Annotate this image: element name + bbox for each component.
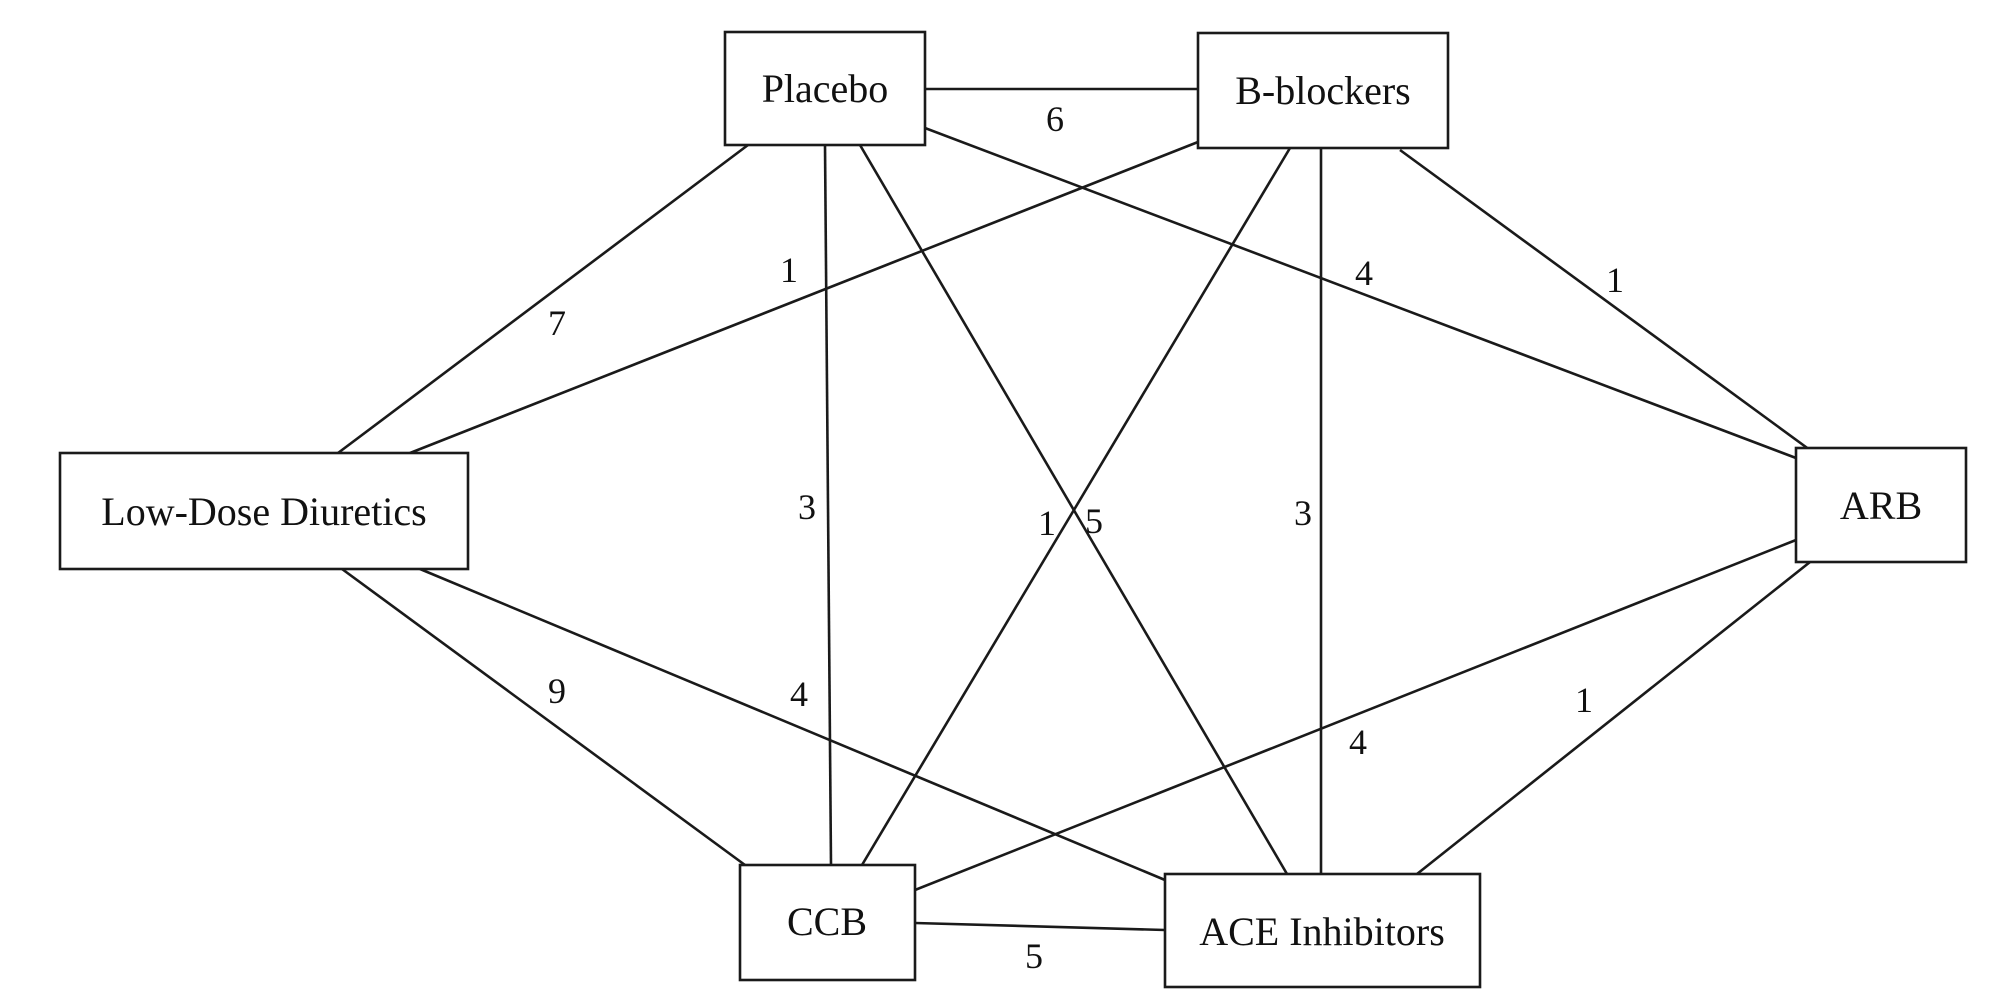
node-ccb-box — [738, 863, 917, 982]
node-lowdose[interactable]: Low-Dose Diuretics — [58, 451, 470, 571]
node-bblockers-label: B-blockers — [1235, 68, 1411, 113]
edge-label-bblockers-ccb: 1 — [1038, 503, 1056, 543]
edge-label-arb-ccb: 4 — [1349, 722, 1367, 762]
edge-lowdose-ccb — [341, 567, 746, 867]
edge-bblockers-arb — [1399, 148, 1811, 452]
edge-ccb-ace — [914, 921, 1166, 932]
edge-label-bblockers-lowdose: 1 — [780, 250, 798, 290]
node-bblockers[interactable]: B-blockers — [1196, 31, 1450, 150]
edge-label-arb-ace: 1 — [1575, 680, 1593, 720]
node-ace-box — [1163, 872, 1482, 989]
node-ccb-label: CCB — [787, 899, 867, 944]
node-placebo-label: Placebo — [762, 66, 889, 111]
edge-label-placebo-ccb: 3 — [798, 487, 816, 527]
edge-bblockers-lowdose — [409, 140, 1199, 455]
edge-label-bblockers-ace: 3 — [1294, 493, 1312, 533]
node-bblockers-box — [1196, 31, 1450, 150]
node-arb[interactable]: ARB — [1794, 446, 1968, 564]
edge-label-placebo-ace: 5 — [1085, 501, 1103, 541]
edge-labels: 6 7 1 4 1 3 5 1 3 9 4 4 1 5 — [548, 99, 1624, 976]
edge-label-ccb-ace: 5 — [1025, 936, 1043, 976]
edge-arb-ace — [1416, 560, 1811, 876]
edge-label-lowdose-ace: 4 — [790, 674, 808, 714]
edge-label-bblockers-arb: 1 — [1606, 260, 1624, 300]
node-ace[interactable]: ACE Inhibitors — [1163, 872, 1482, 989]
edges — [337, 87, 1811, 932]
node-lowdose-box — [58, 451, 470, 571]
node-arb-box — [1794, 446, 1968, 564]
edge-bblockers-ccb — [860, 147, 1292, 866]
edge-label-placebo-bblockers: 6 — [1046, 99, 1064, 139]
edge-label-placebo-arb: 4 — [1355, 253, 1373, 293]
node-placebo[interactable]: Placebo — [723, 30, 927, 147]
node-ace-label: ACE Inhibitors — [1199, 909, 1445, 954]
edge-lowdose-ace — [419, 567, 1166, 882]
edge-label-lowdose-ccb: 9 — [548, 671, 566, 711]
edge-label-placebo-lowdose: 7 — [548, 303, 566, 343]
edge-placebo-lowdose — [337, 143, 749, 455]
node-ccb[interactable]: CCB — [738, 863, 917, 982]
node-arb-label: ARB — [1840, 483, 1922, 528]
edge-placebo-ccb — [823, 144, 833, 866]
edge-arb-ccb — [914, 538, 1797, 892]
node-lowdose-label: Low-Dose Diuretics — [101, 489, 426, 534]
node-placebo-box — [723, 30, 927, 147]
edge-placebo-arb — [924, 126, 1797, 460]
